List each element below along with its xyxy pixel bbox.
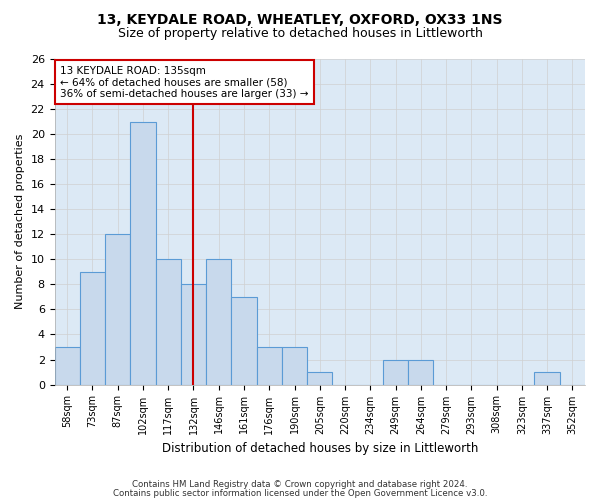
Bar: [257, 347, 282, 385]
Bar: [55, 347, 80, 385]
Text: Contains public sector information licensed under the Open Government Licence v3: Contains public sector information licen…: [113, 490, 487, 498]
Bar: [206, 260, 232, 384]
Text: 13 KEYDALE ROAD: 135sqm
← 64% of detached houses are smaller (58)
36% of semi-de: 13 KEYDALE ROAD: 135sqm ← 64% of detache…: [60, 66, 308, 98]
Bar: [155, 260, 181, 384]
Bar: [535, 372, 560, 384]
Bar: [232, 297, 257, 384]
Bar: [80, 272, 105, 384]
X-axis label: Distribution of detached houses by size in Littleworth: Distribution of detached houses by size …: [161, 442, 478, 455]
Y-axis label: Number of detached properties: Number of detached properties: [15, 134, 25, 310]
Bar: [307, 372, 332, 384]
Text: Size of property relative to detached houses in Littleworth: Size of property relative to detached ho…: [118, 28, 482, 40]
Bar: [181, 284, 206, 384]
Bar: [105, 234, 130, 384]
Text: Contains HM Land Registry data © Crown copyright and database right 2024.: Contains HM Land Registry data © Crown c…: [132, 480, 468, 489]
Bar: [408, 360, 433, 384]
Text: 13, KEYDALE ROAD, WHEATLEY, OXFORD, OX33 1NS: 13, KEYDALE ROAD, WHEATLEY, OXFORD, OX33…: [97, 12, 503, 26]
Bar: [383, 360, 408, 384]
Bar: [130, 122, 155, 384]
Bar: [282, 347, 307, 385]
